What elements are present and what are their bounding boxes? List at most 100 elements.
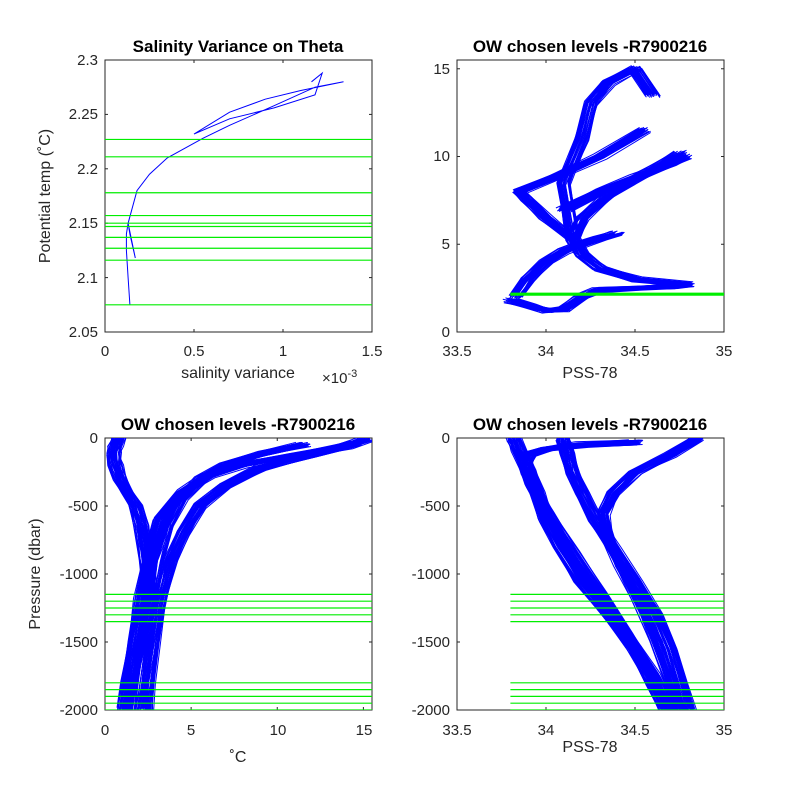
- y-tick-label: -1000: [412, 566, 450, 583]
- x-tick-label: 35: [716, 722, 733, 739]
- profile-line: [149, 443, 359, 710]
- x-tick-label: 10: [270, 722, 287, 739]
- y-tick-label: 2.2: [77, 161, 98, 178]
- profile-line: [520, 130, 650, 240]
- y-tick-label: 15: [433, 61, 450, 78]
- chart-title: OW chosen levels -R7900216: [473, 415, 707, 434]
- y-tick-label: -500: [68, 498, 98, 515]
- profile-line: [519, 234, 623, 299]
- x-tick-label: 0.5: [184, 343, 205, 360]
- y-tick-labels: -2000 -1500 -1000 -500 0: [60, 430, 98, 719]
- x-tick-label: 15: [356, 722, 373, 739]
- x-axis-label: salinity variance: [181, 365, 295, 382]
- y-axis-label: Pressure (dbar): [27, 518, 44, 629]
- x-tick-labels: 33.5 34 34.5 35: [442, 343, 732, 360]
- profile-line: [527, 444, 674, 710]
- profile-line: [128, 443, 303, 710]
- x-tick-label: 33.5: [442, 722, 471, 739]
- subplot-temperature-pressure: OW chosen levels -R7900216 0 5 10 15 -20…: [27, 415, 373, 766]
- plot-area: [105, 438, 372, 710]
- plot-area: [105, 71, 372, 306]
- profile-line: [606, 438, 701, 710]
- y-tick-label: 10: [433, 148, 450, 165]
- profile-line: [137, 446, 312, 710]
- x-tick-label: 34: [538, 343, 555, 360]
- subplot-salinity-pressure: OW chosen levels -R7900216 33.5 34 34.5 …: [412, 415, 733, 756]
- y-tick-label: -2000: [60, 702, 98, 719]
- chart-title: OW chosen levels -R7900216: [121, 415, 355, 434]
- profile-line: [139, 441, 350, 710]
- x-axis-exponent-power: -3: [347, 368, 357, 380]
- x-axis-label: ˚C: [230, 749, 247, 766]
- profile-line: [559, 67, 649, 238]
- x-axis-exponent: ×10-3: [322, 368, 357, 387]
- x-axis-label: PSS-78: [562, 365, 617, 382]
- profile-line: [111, 440, 150, 603]
- y-tick-labels: -2000 -1500 -1000 -500 0: [412, 430, 450, 719]
- y-tick-labels: 2.05 2.1 2.15 2.2 2.25 2.3: [69, 52, 98, 341]
- profile-line: [127, 443, 299, 710]
- y-tick-label: 0: [442, 324, 450, 341]
- profile-line: [598, 438, 696, 709]
- profile-line: [112, 438, 150, 601]
- x-tick-label: 33.5: [442, 343, 471, 360]
- y-tick-label: -1000: [60, 566, 98, 583]
- plot-area: [502, 65, 724, 314]
- profile-line: [559, 154, 683, 208]
- profile-line: [570, 158, 692, 212]
- x-tick-label: 1.5: [362, 343, 383, 360]
- profile-line: [136, 442, 308, 708]
- y-tick-labels: 0 5 10 15: [433, 61, 450, 341]
- x-tick-label: 34.5: [620, 722, 649, 739]
- plot-area: [505, 438, 724, 710]
- profile-line: [516, 129, 642, 239]
- x-tick-labels: 0 0.5 1 1.5: [101, 343, 383, 360]
- profile-line: [512, 126, 640, 238]
- profile-line: [556, 67, 647, 238]
- profile-line: [596, 438, 692, 710]
- y-tick-label: -1500: [60, 634, 98, 651]
- profile-line: [566, 157, 690, 210]
- subplot-theta-salinity: OW chosen levels -R7900216 33.5 34 34.5 …: [433, 37, 732, 382]
- y-tick-label: 2.05: [69, 324, 98, 341]
- profile-line: [144, 445, 353, 710]
- profile-line: [515, 285, 693, 312]
- x-tick-labels: 33.5 34 34.5 35: [442, 722, 732, 739]
- x-tick-label: 34.5: [620, 343, 649, 360]
- profile-line: [115, 438, 154, 600]
- profile-line: [598, 438, 693, 710]
- y-axis-label: Potential temp (˚C): [37, 129, 54, 263]
- y-tick-label: -500: [420, 498, 450, 515]
- x-axis-exponent-base: ×10: [322, 370, 347, 387]
- profile-line: [606, 438, 701, 710]
- x-tick-label: 0: [101, 343, 109, 360]
- x-tick-labels: 0 5 10 15: [101, 722, 373, 739]
- profile-line: [146, 445, 357, 710]
- profile-line: [134, 446, 304, 710]
- profile-line: [521, 442, 669, 710]
- subplot-salinity-variance: Salinity Variance on Theta 0 0.5 1 1.5 2…: [37, 37, 382, 387]
- profile-line: [106, 438, 144, 601]
- x-tick-label: 35: [716, 343, 733, 360]
- profile-line: [528, 441, 677, 710]
- y-tick-label: -1500: [412, 634, 450, 651]
- profile-line: [524, 130, 651, 241]
- chart-title: OW chosen levels -R7900216: [473, 37, 707, 56]
- axes-frame: [104, 59, 373, 333]
- profile-line: [117, 438, 153, 602]
- y-tick-label: 2.25: [69, 106, 98, 123]
- chart-title: Salinity Variance on Theta: [133, 37, 344, 56]
- profile-line: [568, 65, 658, 238]
- y-tick-label: 2.15: [69, 215, 98, 232]
- profile-line: [127, 441, 297, 709]
- profile-line: [111, 439, 148, 604]
- y-tick-label: -2000: [412, 702, 450, 719]
- x-tick-label: 5: [187, 722, 195, 739]
- profile-line: [521, 232, 623, 296]
- profile-line: [561, 66, 652, 239]
- y-tick-label: 5: [442, 236, 450, 253]
- y-tick-label: 2.1: [77, 270, 98, 287]
- y-tick-label: 0: [442, 430, 450, 447]
- x-axis-label: PSS-78: [562, 739, 617, 756]
